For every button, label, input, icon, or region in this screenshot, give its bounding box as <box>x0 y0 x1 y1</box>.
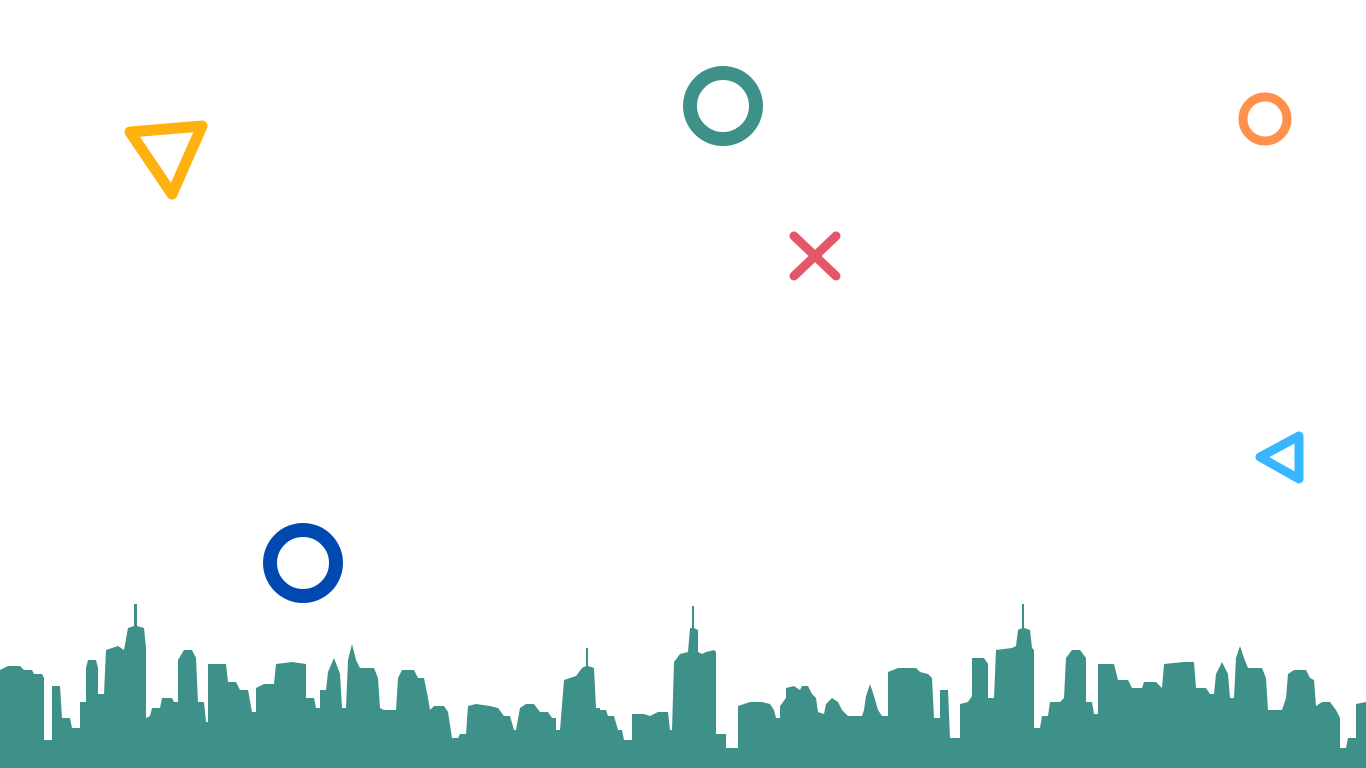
orange-circle-icon <box>1238 92 1292 146</box>
yellow-triangle-icon <box>124 120 208 200</box>
red-cross-icon <box>789 231 841 281</box>
navy-circle-icon <box>263 523 343 603</box>
city-skyline-illustration <box>0 604 1366 768</box>
teal-circle-icon <box>683 66 763 146</box>
blue-triangle-icon <box>1255 431 1304 484</box>
